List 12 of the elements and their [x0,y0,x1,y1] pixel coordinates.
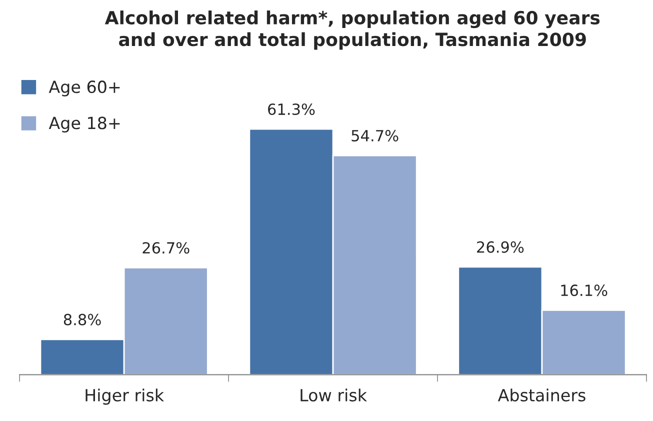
legend-label: Age 18+ [48,116,120,133]
data-label: 26.9% [477,241,524,253]
x-tick-label: Low risk [300,388,367,402]
data-label: 54.7% [352,130,398,142]
data-label: 8.8% [64,314,101,326]
legend-label: Age 60+ [48,80,120,96]
x-tick-label: Higer risk [86,388,164,405]
x-tick-label: Abstainers [498,388,586,402]
data-label: 16.1% [561,284,608,296]
data-label: 61.3% [268,103,315,116]
data-label: 26.7% [142,242,190,254]
chart-title: Alcohol related harm*, population aged 60 years and over and total population, Tasmania 2009 [104,10,600,50]
